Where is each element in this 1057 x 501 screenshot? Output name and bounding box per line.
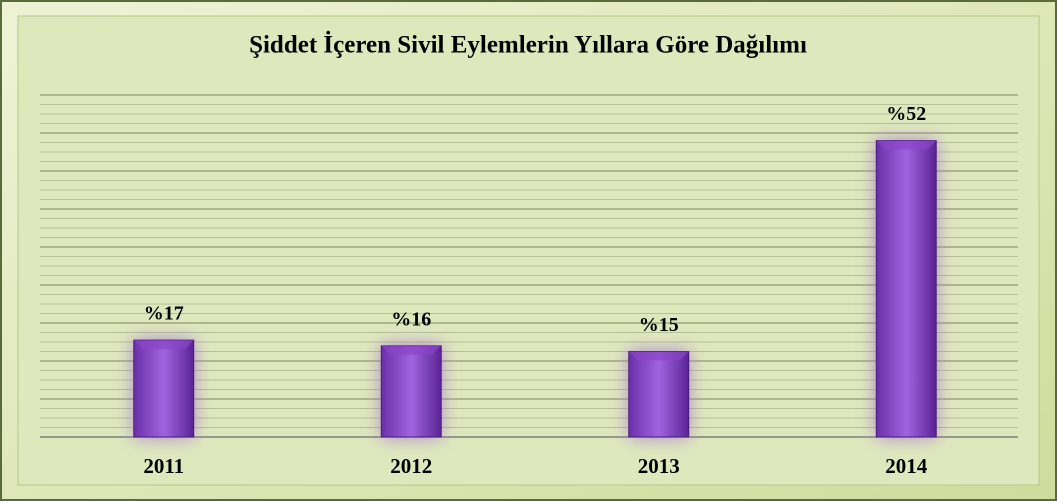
bar — [875, 140, 937, 438]
x-tick-label: 2013 — [638, 454, 680, 478]
bar-bevel — [876, 140, 937, 150]
bar-bevel — [628, 351, 689, 361]
bar — [133, 339, 195, 438]
bar — [380, 345, 442, 438]
x-tick-label: 2014 — [885, 454, 928, 478]
bar — [628, 351, 690, 438]
x-tick-label: 2012 — [390, 454, 432, 478]
chart-title: Şiddet İçeren Sivil Eylemlerin Yıllara G… — [249, 31, 807, 59]
value-label: %17 — [144, 303, 184, 325]
x-tick-label: 2011 — [143, 454, 184, 478]
value-label: %15 — [639, 314, 679, 336]
bar-bevel — [133, 340, 194, 350]
bar-bevel — [381, 345, 442, 355]
value-label: %16 — [391, 308, 431, 330]
value-label: %52 — [886, 103, 926, 125]
